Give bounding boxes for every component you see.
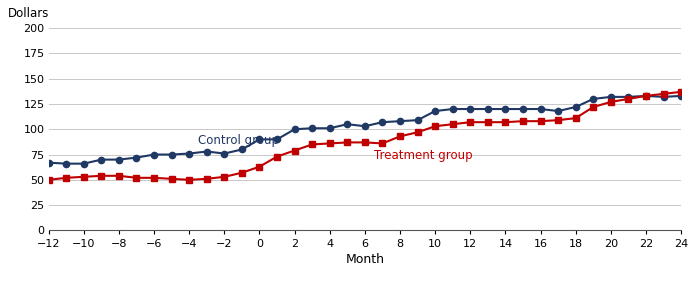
X-axis label: Month: Month: [345, 253, 384, 266]
Text: Dollars: Dollars: [8, 7, 49, 20]
Text: Treatment group: Treatment group: [374, 149, 473, 162]
Text: Control group: Control group: [198, 135, 279, 148]
